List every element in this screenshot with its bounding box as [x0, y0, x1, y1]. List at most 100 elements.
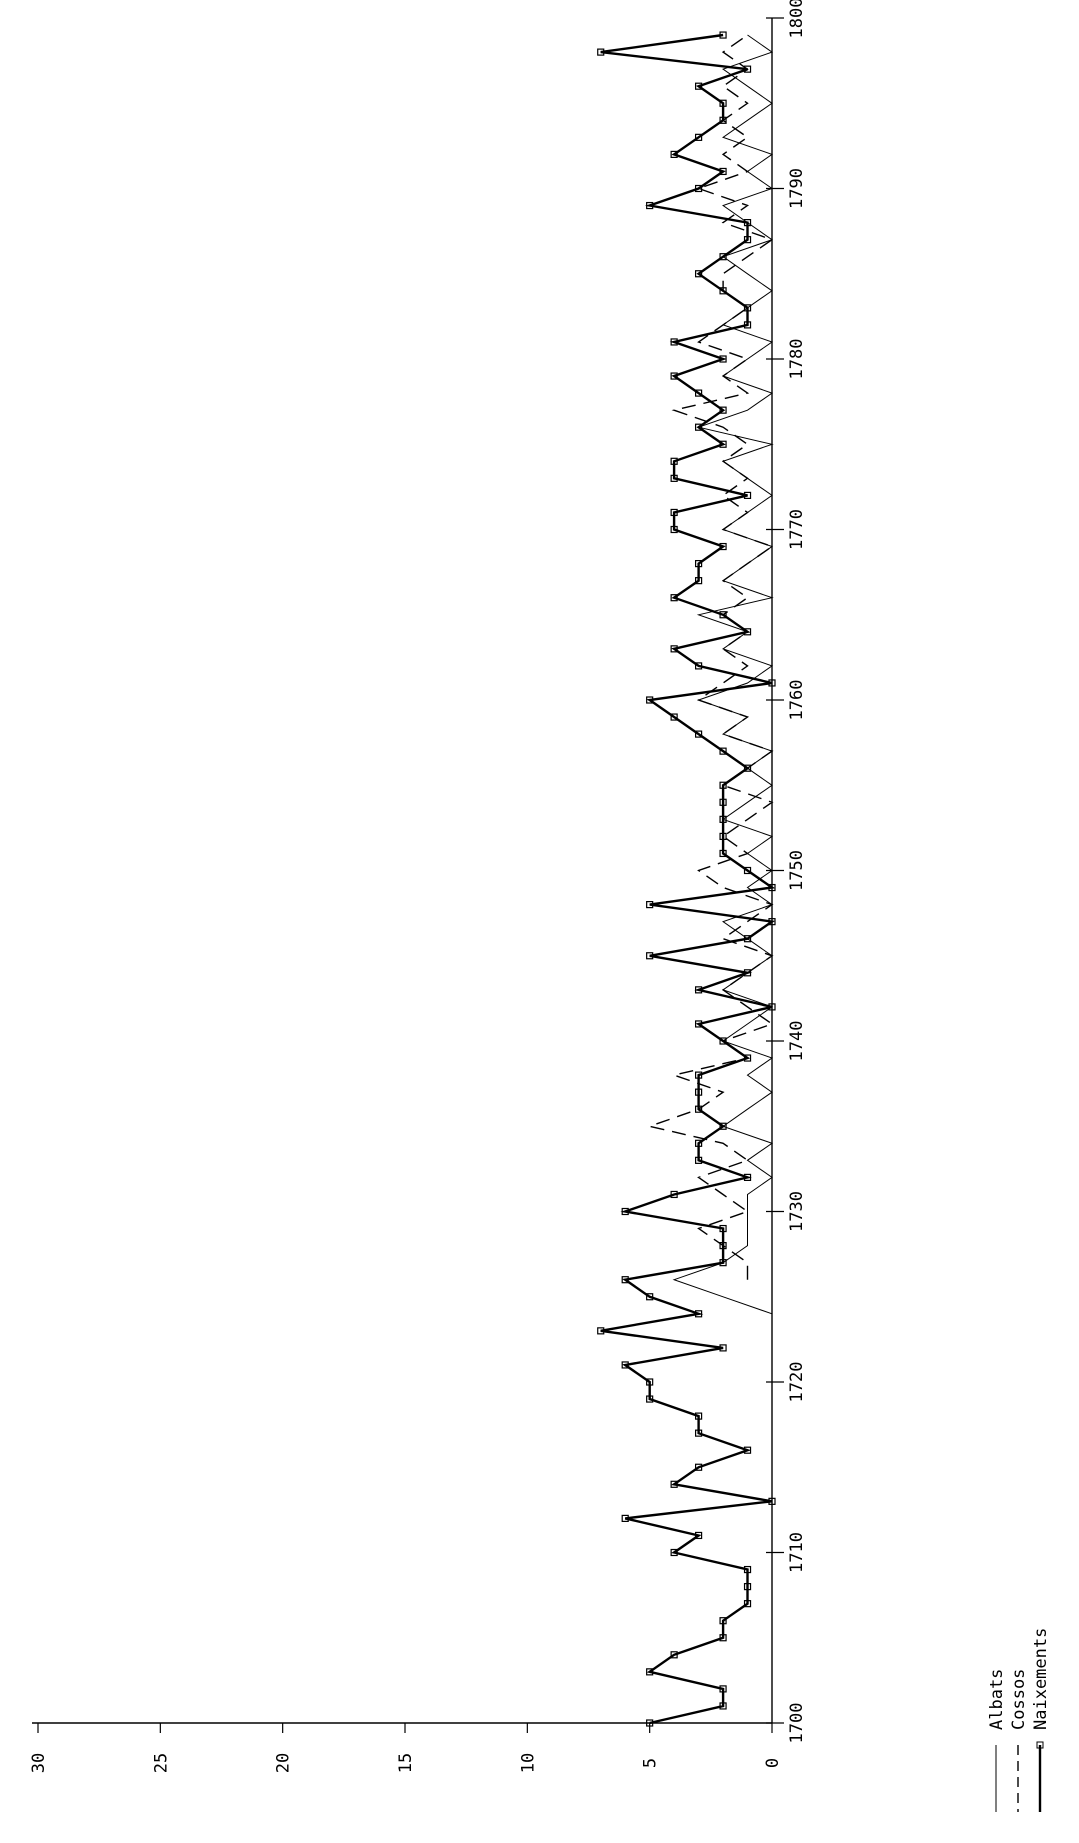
year-tick-label: 1730 [787, 1191, 807, 1232]
year-tick-label: 1790 [787, 168, 807, 209]
data-point [694, 1310, 703, 1318]
data-point [719, 849, 727, 858]
data-point [694, 423, 703, 431]
chart-ticks: 1700 1710 1720 1730 1740 1750 1760 1770 1780 1790… [29, 0, 807, 1773]
value-tick-label: 20 [274, 1753, 294, 1773]
data-point [743, 65, 752, 73]
data-point [719, 611, 727, 619]
series-line-cossos [647, 34, 774, 1280]
legend-label-naixements: Naixements [1031, 1628, 1051, 1730]
value-tick-label: 5 [641, 1758, 661, 1768]
year-tick-label: 1800 [787, 0, 807, 38]
data-point [743, 219, 752, 227]
year-tick-label: 1770 [787, 509, 807, 550]
data-point [743, 304, 752, 312]
data-point [743, 236, 752, 244]
year-tick-label: 1710 [787, 1532, 807, 1573]
legend-marker [1036, 1741, 1044, 1749]
data-point [743, 969, 752, 977]
data-point [694, 1412, 703, 1420]
data-point [646, 1293, 654, 1301]
data-point [694, 577, 703, 585]
data-point [694, 1088, 703, 1096]
data-point [719, 1617, 727, 1625]
year-tick-label: 1780 [787, 339, 807, 380]
value-tick-label: 25 [151, 1753, 171, 1773]
value-tick-label: 30 [29, 1753, 49, 1773]
data-point [646, 952, 654, 960]
data-point [768, 1003, 776, 1011]
value-tick-label: 0 [763, 1758, 783, 1768]
data-point [719, 253, 727, 261]
data-point [694, 1463, 703, 1471]
data-point [670, 525, 678, 534]
data-point [621, 1361, 629, 1369]
data-point [743, 321, 752, 329]
data-point [719, 116, 727, 124]
data-point [670, 1548, 678, 1557]
data-point [646, 201, 654, 210]
data-point [743, 1446, 752, 1454]
data-point [670, 372, 678, 380]
data-point [694, 986, 703, 994]
data-point [719, 1122, 727, 1130]
data-point [743, 935, 752, 943]
data-point [670, 457, 678, 465]
data-point [694, 1105, 703, 1113]
data-point [646, 900, 654, 909]
data-point [743, 866, 752, 875]
data-point [719, 167, 727, 176]
data-point [646, 1378, 654, 1386]
data-point [694, 133, 703, 141]
data-point [670, 338, 678, 346]
data-point [694, 1156, 703, 1164]
legend-label-cossos: Cossos [1009, 1669, 1029, 1730]
data-point [670, 508, 678, 517]
data-point [694, 184, 703, 193]
data-point [719, 542, 727, 551]
data-point [694, 270, 703, 278]
data-point [719, 406, 727, 414]
data-point [719, 1634, 727, 1642]
data-point [743, 1600, 752, 1608]
data-point [719, 1224, 727, 1233]
data-point [694, 1429, 703, 1437]
chart-legend: Albats Cossos Naixements [980, 1540, 1070, 1820]
data-point [768, 1497, 776, 1505]
data-point [719, 1344, 727, 1352]
year-tick-label: 1720 [787, 1362, 807, 1403]
data-point [719, 815, 727, 823]
data-point [743, 764, 752, 772]
data-point [719, 287, 727, 295]
data-point [646, 1395, 654, 1403]
data-point [719, 781, 727, 789]
data-point [743, 1054, 752, 1062]
year-tick-label: 1750 [787, 850, 807, 891]
data-point [768, 918, 776, 926]
data-point [670, 474, 678, 482]
data-point [694, 730, 703, 738]
data-point [768, 679, 776, 687]
data-point [719, 440, 727, 448]
data-point [719, 1685, 727, 1693]
chart-axes [32, 18, 773, 1724]
data-point [719, 832, 727, 841]
data-point [621, 1514, 629, 1523]
year-tick-label: 1740 [787, 1021, 807, 1062]
value-tick-label: 10 [518, 1753, 538, 1773]
data-point [621, 1207, 629, 1216]
data-point [694, 389, 703, 397]
data-point [670, 150, 678, 158]
data-point [670, 645, 678, 653]
chart-series [597, 31, 776, 1727]
value-tick-label: 15 [396, 1753, 416, 1773]
data-point [719, 798, 727, 806]
data-point [743, 1565, 752, 1574]
data-point [646, 696, 654, 704]
legend-label-albats: Albats [987, 1669, 1007, 1730]
data-point [694, 559, 703, 568]
data-point [621, 1276, 629, 1284]
data-point [719, 1241, 727, 1250]
data-point [670, 594, 678, 602]
data-point [694, 1531, 703, 1540]
